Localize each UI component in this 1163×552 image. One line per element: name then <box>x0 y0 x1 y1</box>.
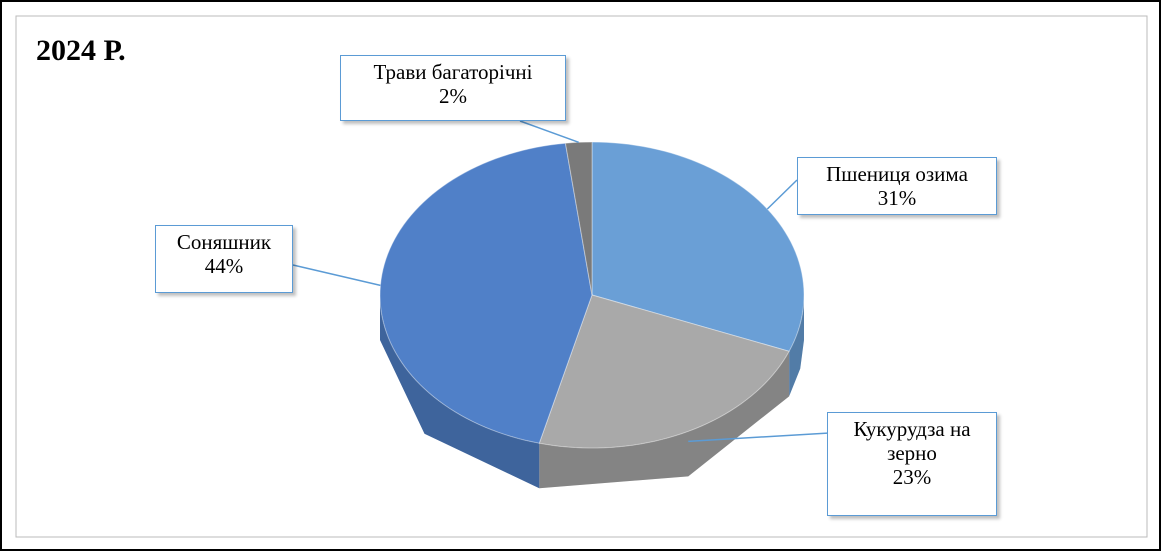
label-category: Пшениця озима <box>826 162 968 186</box>
label-category: Трави багаторічні <box>373 60 533 84</box>
leader-line <box>766 179 798 210</box>
slice <box>538 294 790 449</box>
chart-title: 2024 Р. <box>36 34 126 67</box>
chart-area <box>15 15 1148 538</box>
data-label: Соняшник 44% <box>155 225 293 293</box>
label-value: 2% <box>439 84 467 108</box>
label-value: 23% <box>892 465 932 489</box>
pie <box>379 141 805 489</box>
slice <box>564 141 593 296</box>
data-label: Трави багаторічні 2% <box>340 55 566 121</box>
slice-side-shade <box>539 351 790 489</box>
label-category: Соняшник <box>176 230 272 254</box>
slice <box>379 142 593 444</box>
leader-line <box>292 264 381 287</box>
label-value: 31% <box>877 186 917 210</box>
slice-side <box>380 295 540 489</box>
data-label: Пшениця озима 31% <box>797 157 997 215</box>
leader-line <box>519 120 579 144</box>
slice-side <box>539 351 790 489</box>
slice-side-shade <box>789 295 804 397</box>
slice-side-shade <box>380 295 540 489</box>
slice-side <box>789 295 804 397</box>
label-category: Кукурудза на зерно <box>853 417 971 465</box>
data-label: Кукурудза на зерно 23% <box>827 412 997 516</box>
label-value: 44% <box>204 254 244 278</box>
